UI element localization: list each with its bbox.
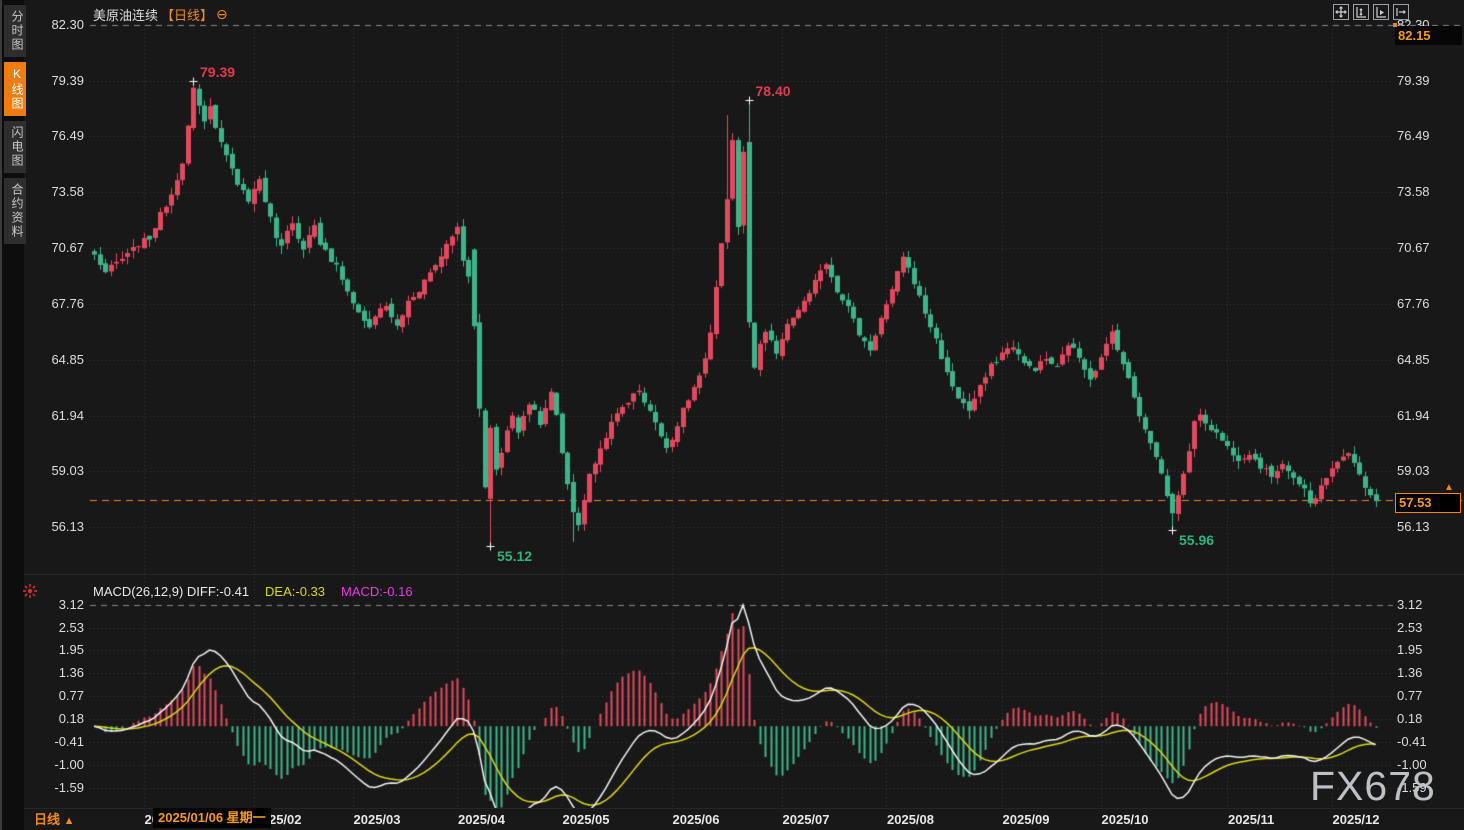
chart-header: 美原油连续 【日线】 ⊖ [93,5,228,23]
price-tick-left: 61.94 [51,407,84,423]
swing-high-label: 78.40 [755,82,791,99]
macd-tick-right: -1.00 [1397,757,1427,773]
swing-low-label: 55.12 [497,548,533,565]
price-tick-left: 56.13 [51,519,84,534]
current-price-box: 57.53 [1395,493,1461,513]
macd-tick-right: 2.53 [1397,619,1423,635]
price-tick-right: 73.58 [1397,184,1430,200]
period-tag: 【日线】 [161,7,214,23]
price-tick-left: 73.58 [51,184,84,200]
price-tick-right: 59.03 [1397,463,1430,479]
month-label: 2025/12 [1332,812,1380,827]
macd-tick-left: 0.18 [58,711,84,727]
macd-tick-left: 1.36 [58,665,84,681]
fit-horizontal-axis-icon[interactable] [1373,4,1389,20]
month-label: 2025/06 [672,812,720,827]
price-tick-left: 59.03 [51,463,84,479]
price-tick-left: 70.67 [51,240,84,256]
fx678-watermark: FX678 [1310,763,1436,809]
month-label: 2025/08 [887,812,934,827]
period-selector-arrow-icon: ▲ [63,815,75,827]
macd-indicator-header: MACD(26,12,9) DIFF:-0.41 DEA:-0.33 MACD:… [93,584,413,599]
period-selector[interactable]: 日线 ▲ [34,810,75,830]
month-label: 2025/10 [1101,812,1149,827]
panel-divider [24,574,1464,575]
month-label: 2025/03 [353,812,401,827]
current-price-arrow-icon: ▲ [1444,482,1454,493]
sidebar-tab-time-chart[interactable]: 分时图 [4,5,26,57]
month-label: 2025/11 [1228,812,1275,827]
macd-diff-value: MACD(26,12,9) DIFF:-0.41 [93,584,250,599]
month-label: 2025/04 [458,812,505,827]
sidebar-tab-contract-info[interactable]: 合约资料 [4,178,26,244]
price-tick-right: 76.49 [1397,128,1430,144]
instrument-title: 美原油连续 [93,7,159,23]
price-tick-right: 56.13 [1397,519,1430,534]
price-tick-left: 82.30 [51,17,84,32]
macd-dea-value: DEA:-0.33 [265,584,326,599]
pan-tool-icon[interactable] [1333,4,1349,20]
go-to-latest-icon[interactable] [1393,4,1409,20]
price-tick-right: 70.67 [1397,240,1430,256]
price-tick-left: 79.39 [51,72,84,88]
price-tick-left: 67.76 [51,295,84,311]
sidebar-tab-kline-chart[interactable]: K线图 [4,62,26,116]
macd-tick-right: 1.95 [1397,642,1423,658]
macd-settings-icon[interactable] [22,583,38,599]
price-tick-right: 64.85 [1397,351,1430,367]
month-label: 2025/05 [562,812,610,827]
session-high-box: 82.15 [1395,26,1462,45]
price-tick-right: 61.94 [1397,407,1430,423]
sidebar-tab-lightning-chart[interactable]: 闪电图 [4,121,26,173]
month-label: 2025/07 [782,812,830,827]
price-tick-right: 67.76 [1397,295,1430,311]
selected-date-tooltip: 2025/01/06 星期一 [153,808,271,828]
macd-tick-left: 3.12 [58,597,84,612]
fit-vertical-axis-icon[interactable] [1353,4,1369,20]
macd-tick-left: -1.59 [54,780,84,795]
session-high-tick [1393,23,1397,27]
chart-type-tabs: 分时图 K线图闪电图合约资料 [4,5,26,249]
swing-high-label: 79.39 [200,63,236,80]
macd-tick-left: -0.41 [54,734,84,750]
axis-divider [24,808,1464,809]
price-tick-left: 64.85 [51,351,84,367]
macd-tick-left: 1.95 [58,642,84,658]
macd-tick-left: 0.77 [58,688,84,704]
left-sidebar: 分时图 K线图闪电图合约资料 [0,0,26,830]
price-tick-right: 79.39 [1397,72,1430,88]
macd-tick-left: -1.00 [54,757,84,773]
month-label: 2025/09 [1002,812,1050,827]
macd-tick-right: 1.36 [1397,665,1423,681]
chart-settings-icon[interactable]: ⊖ [216,6,228,22]
macd-value: MACD:-0.16 [341,584,413,599]
price-tick-left: 76.49 [51,128,84,144]
macd-tick-right: 0.77 [1397,688,1423,704]
macd-tick-left: 2.53 [58,619,84,635]
chart-toolbar [1333,4,1409,20]
macd-tick-right: 0.18 [1397,711,1423,727]
macd-tick-right: -0.41 [1397,734,1427,750]
macd-tick-right: -1.59 [1397,780,1427,795]
period-selector-label: 日线 [34,812,61,827]
swing-low-label: 55.96 [1179,532,1215,549]
macd-tick-right: 3.12 [1397,597,1423,612]
